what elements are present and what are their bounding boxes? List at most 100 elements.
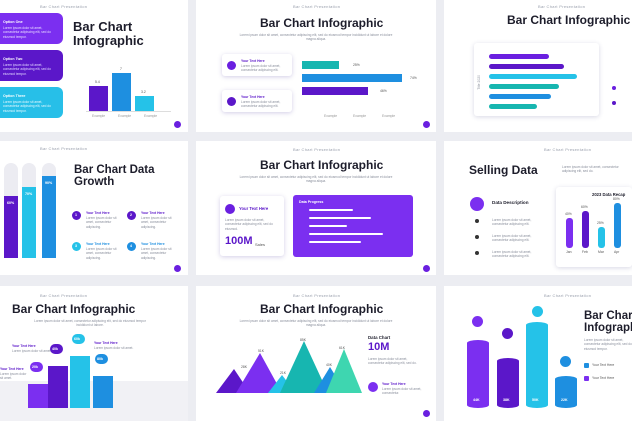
option-three-card[interactable]: Option Three Lorem ipsum dolor sit amet,… <box>0 87 63 118</box>
progress-row <box>309 233 383 235</box>
axis-label: Title 2020 <box>477 75 481 90</box>
slide-caption: Bar Chart Presentation <box>293 147 341 152</box>
item-text: Lorem ipsum dolor sit amet, consectetur … <box>86 247 117 260</box>
hbar-label-1: 25% <box>353 63 360 67</box>
icon-bubble-2 <box>502 328 513 339</box>
slide-subtitle: Lorem ipsum dolor sit amet, consectetur … <box>239 319 393 328</box>
progress-bar-4 <box>489 84 559 89</box>
slide-caption: Bar Chart Presentation <box>40 4 88 9</box>
item-text: Lorem ipsum dolor sit amet, consectetur … <box>141 247 172 260</box>
option-text: Lorem ipsum dolor sit amet, consectetur … <box>3 63 51 76</box>
slide-title: Bar Chart Infographic <box>12 302 136 316</box>
bullet <box>475 235 479 239</box>
hbar-label-2: 74% <box>410 76 417 80</box>
bullet-text: Lorem ipsum dolor sit amet, consectetur … <box>492 218 532 227</box>
option-one-card[interactable]: Option One Lorem ipsum dolor sit amet, c… <box>0 13 63 44</box>
progress-row <box>309 225 347 227</box>
cylinder-4 <box>555 376 577 408</box>
slide-2[interactable]: Bar Chart Presentation Bar Chart Infogra… <box>196 0 436 132</box>
label-title: Your Text Here <box>94 341 118 345</box>
label-text: Lorem ipsum dolor sit amet. <box>94 346 134 350</box>
progress-bar-2 <box>489 64 564 69</box>
bar-4 <box>614 203 621 248</box>
slide-caption: Bar Chart Presentation <box>40 146 88 151</box>
bar-3 <box>42 176 56 258</box>
legend-dot <box>612 86 616 90</box>
legend-item: Example <box>92 114 106 118</box>
slide-subtitle: Lorem ipsum dolor sit amet, consectetur … <box>584 338 632 351</box>
slide-1[interactable]: Bar Chart Presentation Option One Lorem … <box>0 0 188 132</box>
slide-number-badge <box>423 121 430 128</box>
month-label: Mar <box>598 250 604 254</box>
cylinder-3 <box>526 322 548 408</box>
progress-row <box>309 209 353 211</box>
value-label: 80k <box>97 357 103 361</box>
peak-label-3: 21K <box>280 371 287 375</box>
bar-2 <box>582 211 589 248</box>
bullet-text: Lorem ipsum dolor sit amet, consectetur … <box>492 250 532 259</box>
month-label: Jan <box>566 250 572 254</box>
value-label: 60k <box>74 337 80 341</box>
summary-card[interactable]: Your Text Here Lorem ipsum dolor sit ame… <box>220 196 284 256</box>
cylinder-value-1: 44K <box>473 398 480 402</box>
slide-caption: Bar Chart Presentation <box>544 293 592 298</box>
slide-caption: Bar Chart Presentation <box>544 147 592 152</box>
legend-dot <box>584 376 589 381</box>
slide-6[interactable]: Bar Chart Presentation Selling Data Lore… <box>444 141 632 275</box>
legend-dot <box>612 101 616 105</box>
desc-title: Data Description <box>492 200 529 205</box>
item-text: Lorem ipsum dolor sit amet, consectetur … <box>86 216 117 229</box>
value-label: 40k <box>52 347 58 351</box>
slide-8[interactable]: Bar Chart Presentation Bar Chart Infogra… <box>196 286 436 421</box>
icon-bubble-1 <box>472 316 483 327</box>
progress-bar-1 <box>489 54 549 59</box>
info-card-2[interactable]: Your Text Here Lorem ipsum dolor sit ame… <box>222 90 292 112</box>
hbar-label-3: 46% <box>380 89 387 93</box>
option-text: Lorem ipsum dolor sit amet, consectetur … <box>3 26 51 39</box>
bar-2 <box>22 187 36 258</box>
hbar-2 <box>302 74 402 82</box>
slide-title: Bar Chart Infographic <box>507 13 631 27</box>
big-unit: Sales <box>255 242 266 247</box>
card-text: Lorem ipsum dolor sit amet, consectetur … <box>241 64 281 73</box>
cube-4 <box>93 376 113 408</box>
bar-label-3: 3.2 <box>141 90 146 94</box>
number: 4 <box>130 244 132 248</box>
slide-caption: Bar Chart Presentation <box>40 293 88 298</box>
option-two-card[interactable]: Option Two Lorem ipsum dolor sit amet, c… <box>0 50 63 81</box>
value-bubble <box>95 354 108 364</box>
bar-label-2: 70% <box>25 192 33 196</box>
cylinder-1 <box>467 340 489 408</box>
slide-title: Bar Chart Infographic <box>73 19 144 48</box>
cube-2 <box>48 366 68 408</box>
info-card-1[interactable]: Your Text Here Lorem ipsum dolor sit ame… <box>222 54 292 76</box>
slide-9[interactable]: Bar Chart Presentation Bar Chart Infogra… <box>444 286 632 421</box>
item-title: Your Text Here <box>86 242 110 246</box>
slide-caption: Bar Chart Presentation <box>538 4 586 9</box>
icon-bubble-4 <box>560 356 571 367</box>
card-text: Lorem ipsum dolor sit amet, consectetur … <box>241 100 281 109</box>
progress-bar-6 <box>489 104 537 109</box>
bar-label-2: 7 <box>120 67 122 71</box>
cylinder-value-2: 38K <box>503 398 510 402</box>
panel-title: Data Progress <box>299 200 324 204</box>
item-title: Your Text Here <box>86 211 110 215</box>
slide-5[interactable]: Bar Chart Presentation Bar Chart Infogra… <box>196 141 436 275</box>
option-label: Option One <box>3 20 23 24</box>
peak-chart <box>216 341 362 393</box>
value-bubble <box>30 362 43 372</box>
peak-label-1: 28K <box>241 365 248 369</box>
hbar-1 <box>302 61 339 69</box>
cube-1 <box>28 384 48 408</box>
value-bubble <box>50 344 63 354</box>
slide-3[interactable]: Bar Chart Presentation Bar Chart Infogra… <box>444 0 632 132</box>
slide-7[interactable]: Bar Chart Presentation Bar Chart Infogra… <box>0 286 188 421</box>
number-badge <box>127 242 136 251</box>
chart-axis <box>86 111 171 112</box>
bullet-text: Lorem ipsum dolor sit amet, consectetur … <box>492 234 532 243</box>
briefcase-icon <box>227 61 236 70</box>
slide-4[interactable]: Bar Chart Presentation 60% 70% 90% Bar C… <box>0 141 188 275</box>
month-label: Feb <box>582 250 588 254</box>
slide-subtitle: Lorem ipsum dolor sit amet, consectetur … <box>562 165 619 174</box>
diamond-icon <box>227 97 236 106</box>
